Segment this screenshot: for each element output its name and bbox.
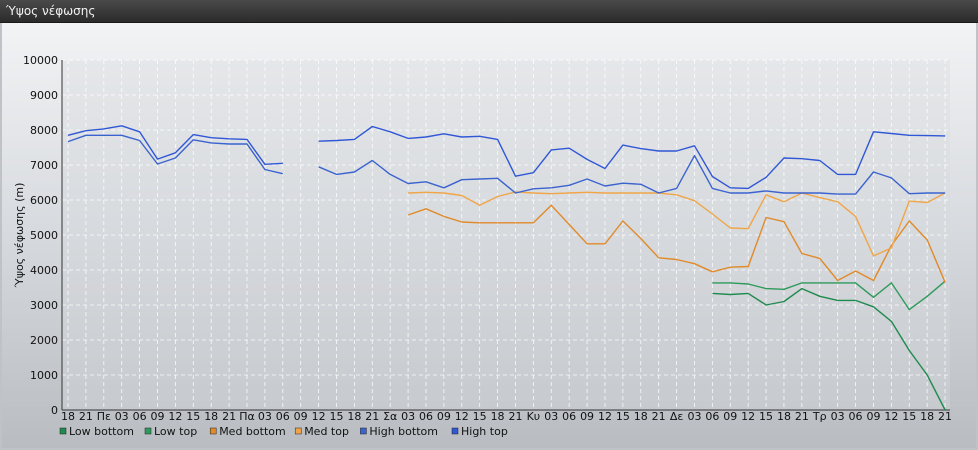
- x-tick-label: 21: [79, 410, 93, 423]
- x-tick-label: 09: [580, 410, 594, 423]
- y-tick-label: 5000: [30, 229, 58, 242]
- x-tick-label: 12: [168, 410, 182, 423]
- x-tick-label: 03: [544, 410, 558, 423]
- x-tick-label: 21: [795, 410, 809, 423]
- y-tick-label: 7000: [30, 159, 58, 172]
- legend-label-high-bottom: High bottom: [369, 425, 438, 438]
- y-tick-label: 8000: [30, 124, 58, 137]
- x-tick-label: 03: [687, 410, 701, 423]
- x-tick-label: Πε: [97, 410, 111, 423]
- x-tick-label: 18: [61, 410, 75, 423]
- x-tick-label: 21: [652, 410, 666, 423]
- x-tick-label: 15: [902, 410, 916, 423]
- x-tick-label: Τρ: [812, 410, 827, 423]
- legend-swatch-high-top: [451, 427, 459, 435]
- x-tick-label: 12: [741, 410, 755, 423]
- legend-label-low-bottom: Low bottom: [69, 425, 134, 438]
- y-tick-label: 3000: [30, 299, 58, 312]
- series-line-med-bottom: [407, 204, 946, 283]
- y-tick-label: 0: [51, 404, 58, 417]
- x-tick-label: 18: [920, 410, 934, 423]
- legend-swatch-med-top: [294, 427, 302, 435]
- x-tick-label: 18: [777, 410, 791, 423]
- x-tick-label: 12: [455, 410, 469, 423]
- legend-swatch-high-bottom: [360, 427, 367, 435]
- series-line-low-top: [712, 280, 946, 311]
- y-tick-label: 2000: [30, 334, 58, 347]
- x-tick-label: 09: [294, 410, 308, 423]
- window-title: Ύψος νέφωσης: [6, 4, 96, 18]
- x-tick-label: 21: [365, 410, 379, 423]
- y-tick-label: 10000: [23, 54, 58, 67]
- x-tick-label: 06: [276, 410, 290, 423]
- x-tick-label: 09: [866, 410, 880, 423]
- legend-swatch-low-top: [144, 427, 152, 435]
- y-tick-label: 9000: [30, 89, 58, 102]
- legend-label-med-bottom: Med bottom: [219, 425, 286, 438]
- legend-swatch-low-bottom: [59, 427, 67, 435]
- x-tick-label: 21: [222, 410, 236, 423]
- x-tick-label: 06: [849, 410, 863, 423]
- x-tick-label: 09: [150, 410, 164, 423]
- series-lines: [67, 125, 946, 411]
- series-line-high-top: [67, 125, 946, 190]
- grid: [62, 59, 950, 411]
- x-tick-label: 15: [759, 410, 773, 423]
- x-tick-label: 06: [419, 410, 433, 423]
- x-tick-label: 15: [186, 410, 200, 423]
- y-tick-label: 1000: [30, 369, 58, 382]
- x-tick-label: 18: [634, 410, 648, 423]
- x-tick-label: 18: [204, 410, 218, 423]
- x-tick-label: Σα: [383, 410, 397, 423]
- x-tick-label: Πα: [239, 410, 255, 423]
- x-tick-label: 18: [491, 410, 505, 423]
- y-tick-label: 6000: [30, 194, 58, 207]
- legend-label-high-top: High top: [461, 425, 508, 438]
- series-line-high-bottom: [67, 134, 946, 195]
- x-tick-label: 15: [616, 410, 630, 423]
- legend-label-med-top: Med top: [304, 425, 349, 438]
- title-bar: Ύψος νέφωσης: [0, 0, 978, 23]
- x-tick-label: Δε: [670, 410, 684, 423]
- x-tick-label: 03: [831, 410, 845, 423]
- x-tick-label: 06: [705, 410, 719, 423]
- x-tick-label: 09: [437, 410, 451, 423]
- x-tick-label: 12: [312, 410, 326, 423]
- x-tick-label: 06: [562, 410, 576, 423]
- x-tick-label: 15: [329, 410, 343, 423]
- x-tick-label: 21: [508, 410, 522, 423]
- y-tick-label: 4000: [30, 264, 58, 277]
- x-tick-label: Κυ: [527, 410, 541, 423]
- series-line-med-top: [408, 191, 946, 257]
- tick-labels: 0 1000 2000 3000 4000 5000 6000 7000 8000 9000 100…: [23, 54, 952, 423]
- x-tick-label: 06: [133, 410, 147, 423]
- x-tick-label: 03: [258, 410, 272, 423]
- axes: [61, 60, 950, 411]
- x-tick-label: 09: [723, 410, 737, 423]
- y-axis-label: Ύψος νέφωσης (m): [13, 183, 26, 289]
- x-tick-label: 21: [938, 410, 952, 423]
- legend-label-low-top: Low top: [154, 425, 197, 438]
- legend-swatch-med-bottom: [209, 427, 217, 435]
- legend: Low bottom Low top Med bottom Med top High b…: [59, 425, 508, 438]
- x-tick-label: 15: [473, 410, 487, 423]
- x-tick-label: 18: [347, 410, 361, 423]
- x-tick-label: 03: [401, 410, 415, 423]
- x-tick-label: 03: [115, 410, 129, 423]
- chart-panel: [2, 23, 976, 448]
- series-line-low-bottom: [712, 287, 946, 411]
- x-tick-label: 12: [598, 410, 612, 423]
- x-tick-label: 12: [884, 410, 898, 423]
